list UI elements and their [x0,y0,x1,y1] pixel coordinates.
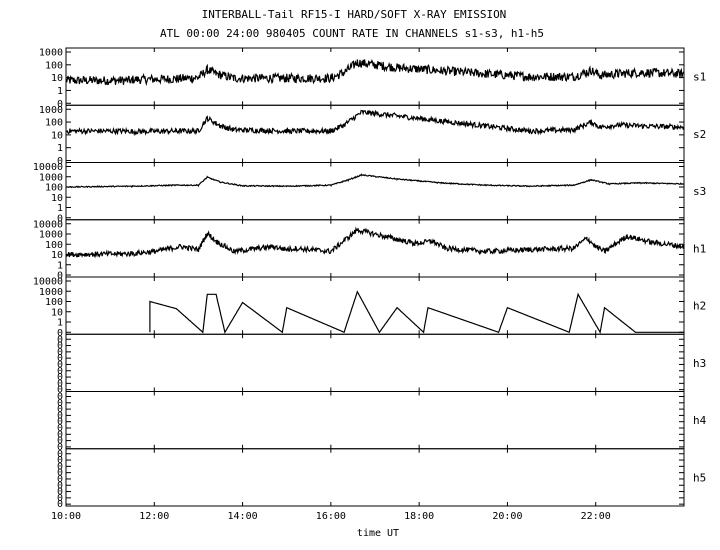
y-tick-label: 0 [57,341,63,352]
channel-label-s3: s3 [693,185,706,198]
y-tick-label: 10000 [33,219,63,230]
y-tick-label: 10000 [33,277,63,288]
y-tick-label: 100 [45,118,63,129]
y-tick-label: 1 [57,318,63,329]
y-tick-label: 0 [57,366,63,377]
y-tick-label: 0 [57,436,63,447]
y-tick-label: 0 [57,328,63,339]
x-tick-label: 10:00 [51,511,81,522]
y-tick-label: 0 [57,359,63,370]
y-tick-label: 0 [57,423,63,434]
y-tick-label: 0 [57,378,63,389]
y-tick-label: 0 [57,385,63,396]
y-tick-label: 0 [57,99,63,110]
x-tick-label: 16:00 [316,511,346,522]
y-tick-label: 10000 [33,162,63,173]
y-tick-label: 0 [57,410,63,421]
x-tick-label: 22:00 [581,511,611,522]
chart-title: INTERBALL-Tail RF15-I HARD/SOFT X-RAY EM… [202,8,507,21]
y-tick-label: 1000 [39,287,63,298]
x-tick-label: 18:00 [404,511,434,522]
y-tick-label: 1 [57,143,63,154]
y-tick-label: 100 [45,60,63,71]
y-tick-label: 100 [45,297,63,308]
y-tick-label: 0 [57,372,63,383]
x-tick-label: 20:00 [492,511,522,522]
y-tick-label: 0 [57,334,63,345]
y-tick-label: 1 [57,203,63,214]
y-tick-label: 1000 [39,172,63,183]
x-axis: 10:00 12:00 14:00 16:00 18:00 20:00 22:00 [51,511,611,522]
panel-frame [65,219,685,278]
y-tick-label: 1000 [39,48,63,59]
y-tick-label: 0 [57,499,63,510]
panel-frame [65,162,685,221]
panel-frame [65,47,685,106]
panel-frame [65,448,685,507]
channel-label-h4: h4 [693,414,707,427]
y-tick-label: 0 [57,487,63,498]
y-tick-label: 0 [57,353,63,364]
channel-label-h3: h3 [693,357,706,370]
y-tick-label: 10 [51,130,63,141]
x-tick-label: 14:00 [228,511,258,522]
y-tick-label: 10 [51,73,63,84]
x-tick-label: 12:00 [139,511,169,522]
y-tick-label: 0 [57,474,63,485]
y-tick-label: 10 [51,307,63,318]
panel-frame [65,391,685,450]
y-tick-label: 0 [57,493,63,504]
trace-s2 [65,109,685,137]
channel-label-s1: s1 [693,71,706,84]
y-tick-label: 0 [57,398,63,409]
trace-h1 [65,226,685,259]
y-tick-label: 1 [57,260,63,271]
y-tick-label: 0 [57,271,63,282]
y-tick-label: 10 [51,193,63,204]
y-tick-label: 10 [51,250,63,261]
y-tick-label: 100 [45,240,63,251]
y-tick-label: 0 [57,461,63,472]
y-tick-label: 0 [57,404,63,415]
y-tick-label: 0 [57,392,63,403]
trace-h2 [149,290,684,335]
trace-s1 [65,58,685,87]
trace-s3 [65,173,685,189]
channel-label-s2: s2 [693,128,706,141]
y-tick-label: 0 [57,455,63,466]
y-tick-label: 0 [57,213,63,224]
y-tick-label: 100 [45,183,63,194]
channel-label-h1: h1 [693,242,706,255]
panels-group: 10001001010s110001001010s210000100010010… [33,47,707,510]
y-tick-label: 0 [57,156,63,167]
channel-label-h2: h2 [693,300,706,313]
panel-frame [65,333,685,392]
y-tick-label: 0 [57,442,63,453]
x-axis-label: time UT [357,528,399,539]
panel-frame [65,276,685,335]
y-tick-label: 1000 [39,105,63,116]
chart-subtitle: ATL 00:00 24:00 980405 COUNT RATE IN CHA… [160,27,544,40]
y-tick-label: 0 [57,429,63,440]
y-tick-label: 0 [57,347,63,358]
y-tick-label: 1 [57,86,63,97]
y-tick-label: 0 [57,480,63,491]
channel-label-h5: h5 [693,471,706,484]
y-tick-label: 0 [57,468,63,479]
y-tick-label: 0 [57,417,63,428]
y-tick-label: 0 [57,449,63,460]
y-tick-label: 1000 [39,230,63,241]
